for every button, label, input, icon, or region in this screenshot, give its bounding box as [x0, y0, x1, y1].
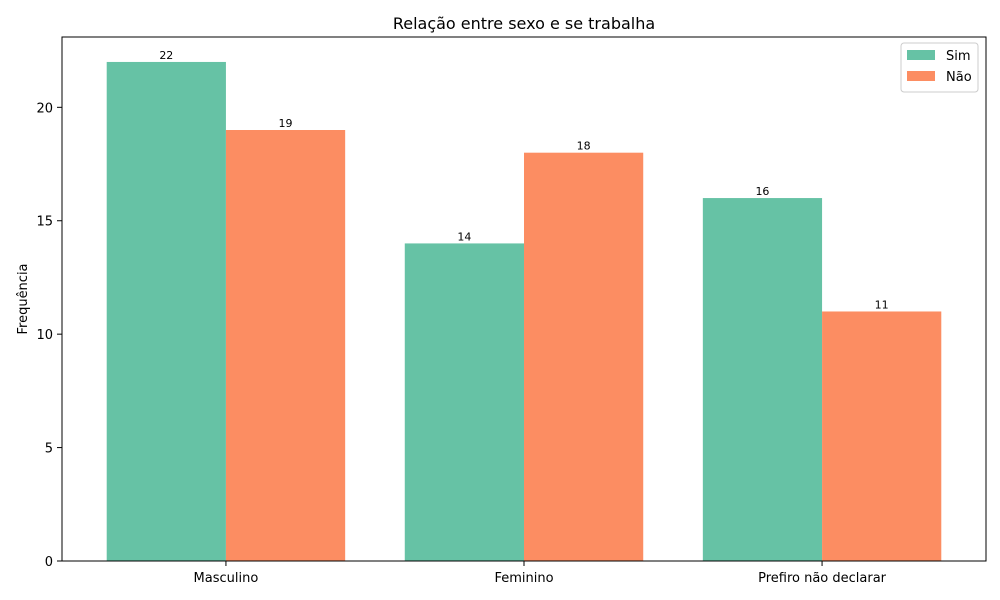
y-tick-label: 0: [45, 555, 53, 570]
data-label: 18: [577, 140, 591, 153]
chart-title: Relação entre sexo e se trabalha: [393, 14, 655, 33]
legend-swatch-não: [907, 71, 935, 81]
legend-label-sim: Sim: [946, 49, 971, 64]
bar-sim-3: [702, 198, 823, 561]
y-tick-label: 15: [36, 215, 53, 230]
legend-label-não: Não: [946, 70, 972, 85]
x-tick-label: Feminino: [494, 571, 553, 586]
data-label: 22: [159, 49, 173, 62]
bars-layer: [106, 61, 942, 562]
data-label: 16: [755, 185, 769, 198]
y-tick-label: 20: [36, 101, 53, 116]
bar-não-1: [225, 130, 346, 561]
legend: Sim Não: [900, 42, 979, 93]
legend-swatch-sim: [907, 50, 935, 60]
y-tick-label: 5: [45, 442, 53, 457]
y-tick-label: 10: [36, 328, 53, 343]
data-label: 19: [279, 117, 293, 130]
x-tick-label: Masculino: [194, 571, 259, 586]
data-label: 14: [457, 230, 471, 243]
y-axis-title: Frequência: [16, 263, 31, 334]
bar-sim-2: [404, 243, 524, 561]
data-labels-layer: 22 19 14 18 16 11: [159, 49, 888, 312]
axes-layer: 0 5 10 15 20 Masculino Feminino Prefiro não dec…: [36, 36, 987, 586]
bar-não-2: [524, 152, 644, 562]
bar-sim-1: [106, 61, 226, 561]
x-tick-label: Prefiro não declarar: [758, 571, 887, 586]
data-label: 11: [875, 298, 889, 311]
bar-não-3: [822, 311, 942, 561]
